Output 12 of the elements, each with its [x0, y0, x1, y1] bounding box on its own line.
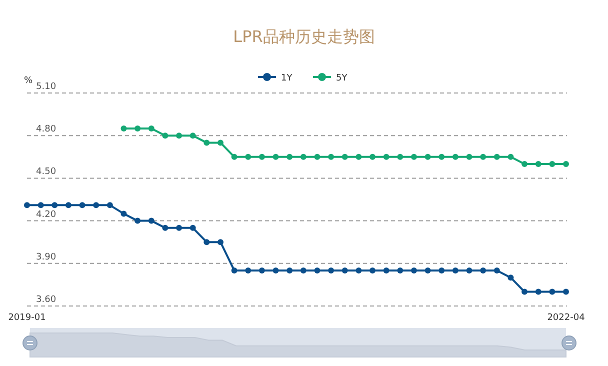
x-tick-label: 2022-04: [547, 313, 586, 323]
y-tick-label: 4.20: [36, 210, 56, 220]
y-tick-label: 5.10: [36, 82, 56, 92]
y-tick-label: 3.90: [36, 252, 56, 262]
chart-title: LPR品种历史走势图: [233, 27, 375, 46]
y-tick-label: 3.60: [36, 295, 56, 305]
y-tick-label: 4.80: [36, 124, 56, 135]
legend-label: 5Y: [336, 74, 348, 84]
x-tick-label: 2019-01: [8, 313, 46, 323]
y-axis-title: %: [24, 76, 33, 86]
y-tick-label: 4.50: [36, 167, 56, 178]
legend-label: 1Y: [281, 74, 293, 84]
